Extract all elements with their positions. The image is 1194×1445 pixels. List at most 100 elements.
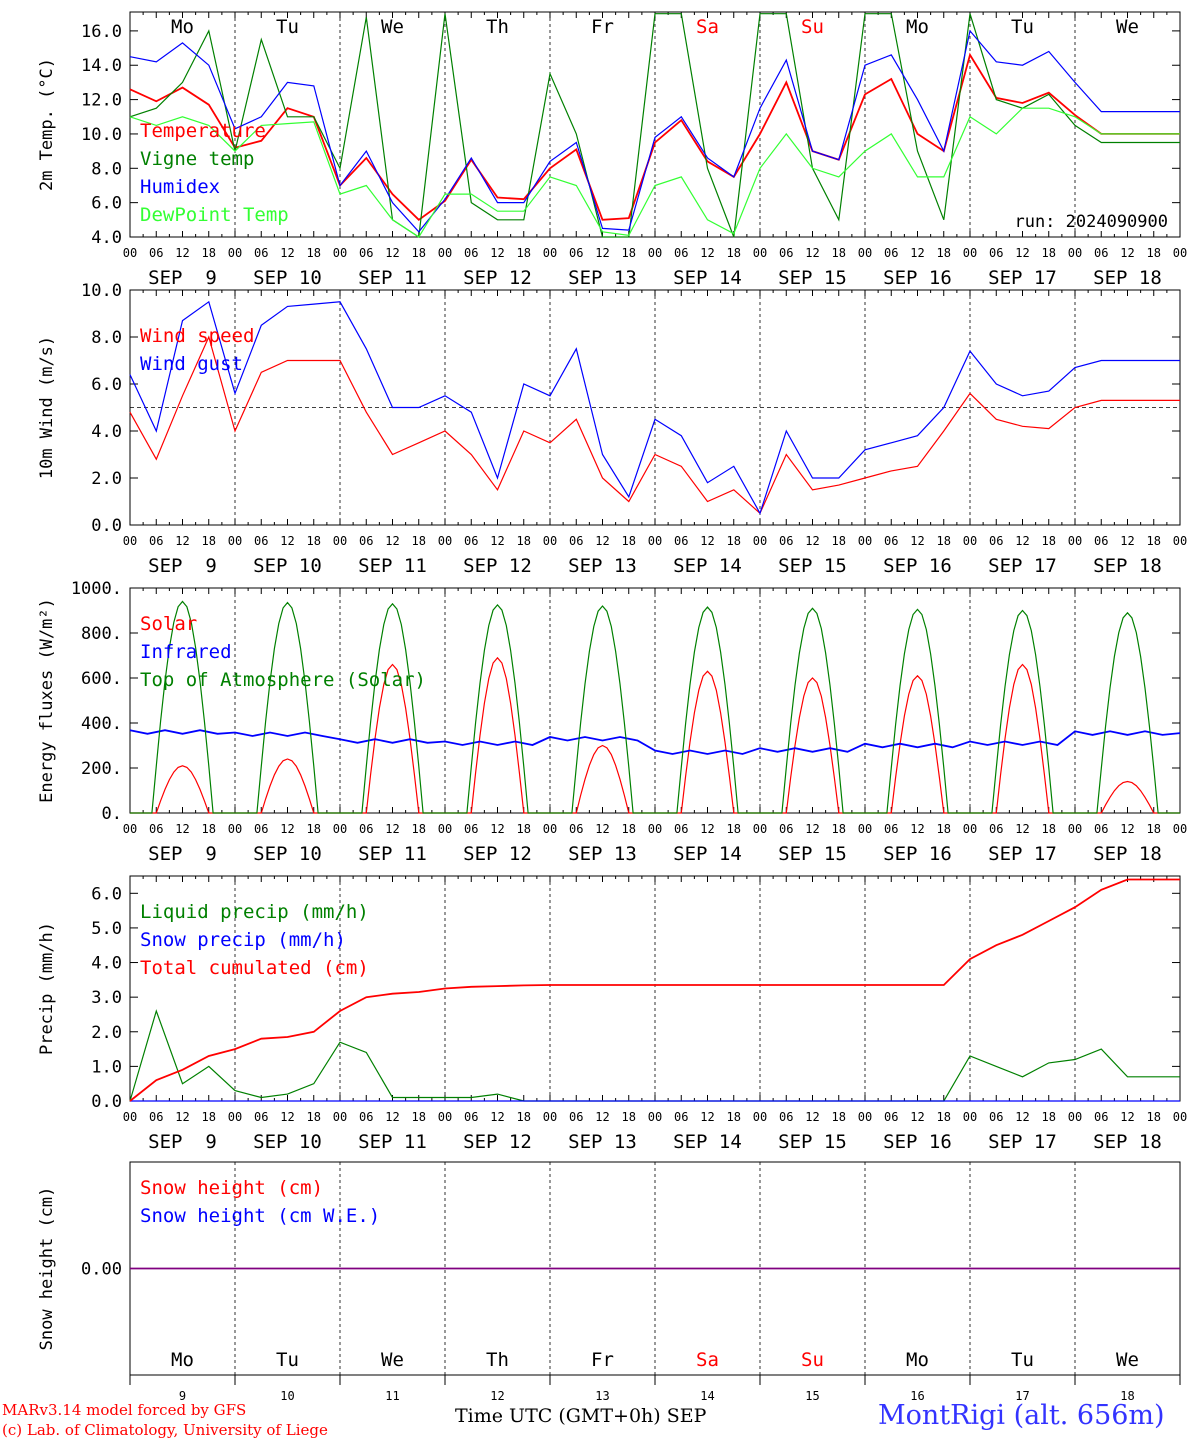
date-label: SEP 11 xyxy=(358,843,427,865)
hour-label: 06 xyxy=(674,534,688,548)
date-label: SEP 15 xyxy=(778,555,847,577)
date-label: SEP 16 xyxy=(883,267,952,289)
date-label: SEP 16 xyxy=(883,555,952,577)
hour-label: 12 xyxy=(805,822,819,836)
hour-label: 18 xyxy=(517,822,531,836)
hour-label: 18 xyxy=(622,1110,636,1124)
date-label: SEP 14 xyxy=(673,555,742,577)
date-label: SEP 9 xyxy=(148,843,217,865)
hour-label: 00 xyxy=(543,534,557,548)
date-label: SEP 9 xyxy=(148,1131,217,1153)
date-label: SEP 18 xyxy=(1093,843,1162,865)
weekday-label-bottom: Tu xyxy=(1011,1349,1034,1371)
hour-label: 00 xyxy=(1068,1110,1082,1124)
date-label: SEP 15 xyxy=(778,843,847,865)
day-number-label: 13 xyxy=(595,1389,609,1403)
legend-entry: Wind speed xyxy=(140,325,254,347)
hour-label: 12 xyxy=(1015,822,1029,836)
date-label: SEP 9 xyxy=(148,555,217,577)
date-label: SEP 18 xyxy=(1093,267,1162,289)
hour-label: 18 xyxy=(1042,246,1056,260)
run-annotation: run: 2024090900 xyxy=(1014,212,1168,232)
y-tick-label: 10.0 xyxy=(81,281,122,301)
series-line-0-humidex xyxy=(129,29,1180,233)
hour-label: 12 xyxy=(490,1110,504,1124)
hour-label: 00 xyxy=(963,246,977,260)
hour-label: 18 xyxy=(1147,1110,1161,1124)
hour-label: 00 xyxy=(438,246,452,260)
y-tick-label: 0. xyxy=(102,804,122,824)
hour-label: 18 xyxy=(727,534,741,548)
hour-label: 18 xyxy=(622,822,636,836)
hour-label: 18 xyxy=(307,246,321,260)
hour-label: 06 xyxy=(254,246,268,260)
date-label: SEP 16 xyxy=(883,1131,952,1153)
day-number-label: 16 xyxy=(910,1389,924,1403)
hour-label: 00 xyxy=(648,822,662,836)
weekday-label-bottom: Mo xyxy=(171,1349,194,1371)
day-number-label: 12 xyxy=(490,1389,504,1403)
hour-label: 06 xyxy=(884,534,898,548)
hour-label: 12 xyxy=(490,822,504,836)
hour-label: 00 xyxy=(438,1110,452,1124)
hour-label: 18 xyxy=(202,1110,216,1124)
hour-label: 00 xyxy=(963,822,977,836)
legend-entry: Snow precip (mm/h) xyxy=(140,929,346,951)
date-label: SEP 10 xyxy=(253,267,322,289)
y-tick-label: 2.0 xyxy=(91,1023,122,1043)
hour-label: 18 xyxy=(937,822,951,836)
hour-label: 12 xyxy=(1120,246,1134,260)
hour-label: 18 xyxy=(937,1110,951,1124)
date-label: SEP 16 xyxy=(883,843,952,865)
hour-label: 06 xyxy=(884,1110,898,1124)
hour-label: 12 xyxy=(910,822,924,836)
weekday-label-bottom: Mo xyxy=(906,1349,929,1371)
hour-label: 00 xyxy=(1068,822,1082,836)
hour-label: 00 xyxy=(228,822,242,836)
hour-label: 00 xyxy=(333,534,347,548)
hour-label: 06 xyxy=(569,246,583,260)
date-label: SEP 14 xyxy=(673,843,742,865)
hour-label: 18 xyxy=(832,246,846,260)
hour-label: 06 xyxy=(1094,1110,1108,1124)
hour-label: 18 xyxy=(727,1110,741,1124)
hour-label: 06 xyxy=(779,534,793,548)
hour-label: 06 xyxy=(359,246,373,260)
date-label: SEP 11 xyxy=(358,555,427,577)
y-tick-label: 4.0 xyxy=(91,954,122,974)
hour-label: 18 xyxy=(937,246,951,260)
weekday-label-top: We xyxy=(381,16,404,38)
hour-label: 00 xyxy=(123,822,137,836)
hour-label: 18 xyxy=(412,246,426,260)
hour-label: 06 xyxy=(779,246,793,260)
date-label: SEP 13 xyxy=(568,843,637,865)
hour-label: 00 xyxy=(858,822,872,836)
hour-label: 12 xyxy=(280,534,294,548)
hour-label: 12 xyxy=(175,1110,189,1124)
series-line-0-temperature xyxy=(129,52,1180,221)
hour-label: 18 xyxy=(1147,822,1161,836)
hour-label: 18 xyxy=(202,534,216,548)
hour-label: 00 xyxy=(543,822,557,836)
hour-label: 06 xyxy=(254,534,268,548)
hour-label: 06 xyxy=(674,246,688,260)
hour-label: 00 xyxy=(123,246,137,260)
day-number-label: 17 xyxy=(1015,1389,1029,1403)
hour-label: 06 xyxy=(149,1110,163,1124)
hour-label: 00 xyxy=(963,534,977,548)
series-line-1-wind-speed xyxy=(129,335,1180,515)
hour-label: 00 xyxy=(1068,534,1082,548)
date-label: SEP 12 xyxy=(463,843,532,865)
hour-label: 12 xyxy=(700,246,714,260)
x-axis-label: Time UTC (GMT+0h) SEP xyxy=(455,1405,706,1427)
weekday-label-bottom: We xyxy=(381,1349,404,1371)
weekday-label-bottom: Sa xyxy=(696,1349,719,1371)
hour-label: 18 xyxy=(832,534,846,548)
x-axis-label-text: Time UTC (GMT+0h) xyxy=(455,1405,661,1427)
y-tick-label: 200. xyxy=(81,759,122,779)
hour-label: 18 xyxy=(622,534,636,548)
hour-label: 00 xyxy=(228,534,242,548)
date-label: SEP 17 xyxy=(988,555,1057,577)
hour-label: 12 xyxy=(490,246,504,260)
